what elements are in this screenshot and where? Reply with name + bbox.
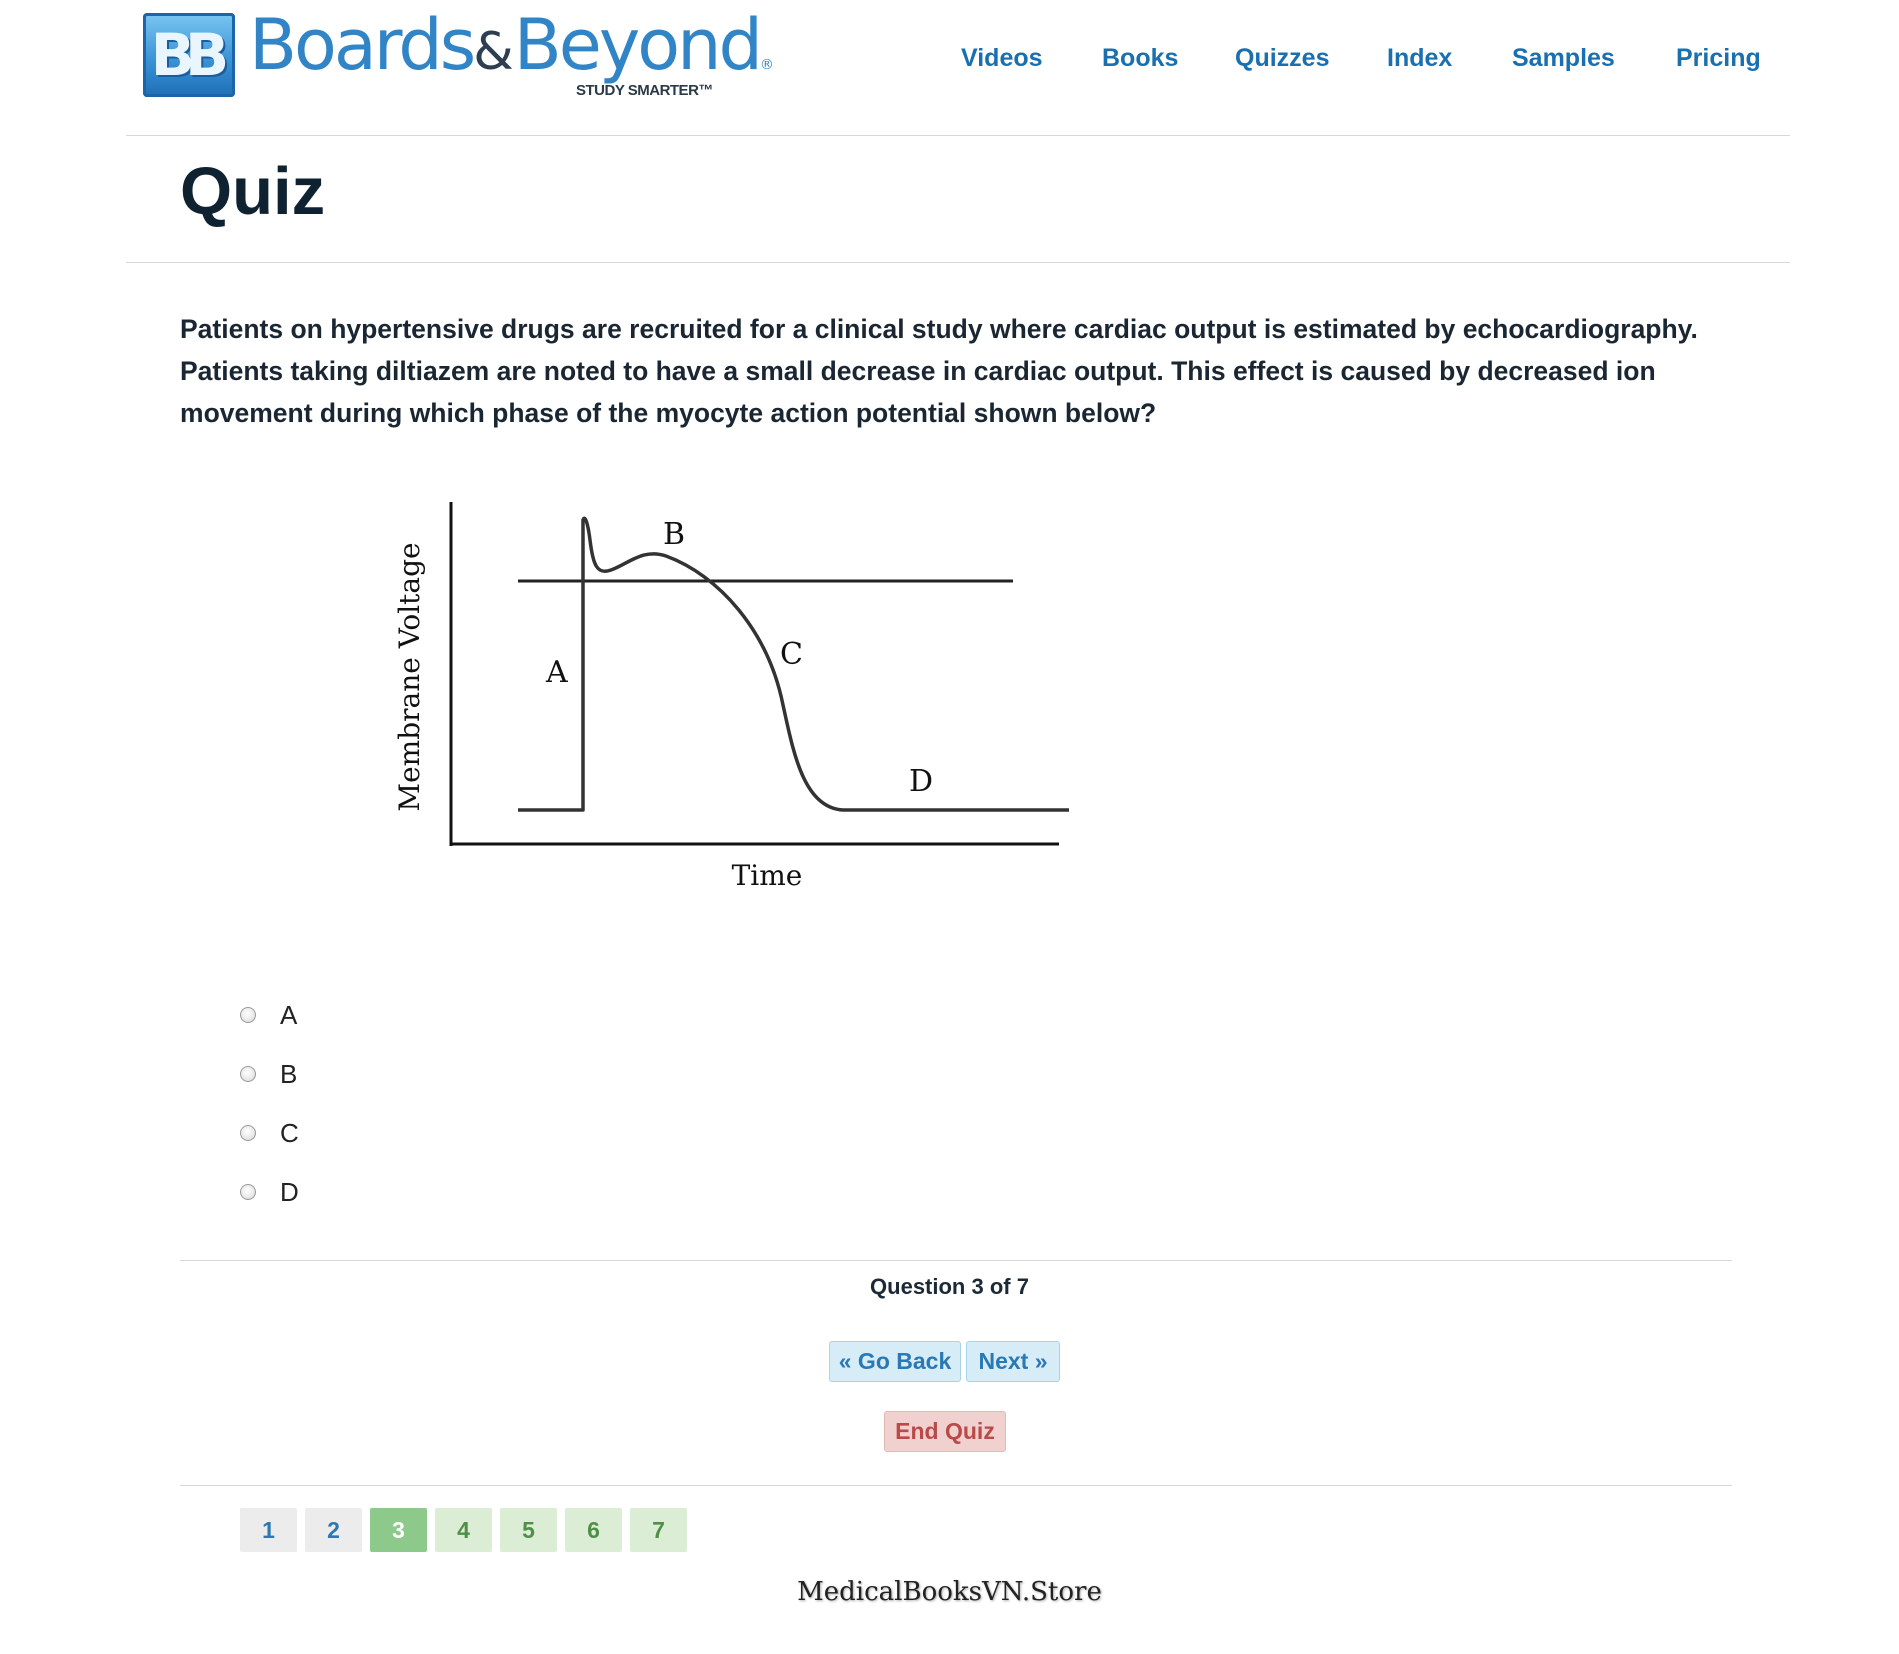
- title-divider: [126, 262, 1790, 263]
- nav-pricing[interactable]: Pricing: [1676, 44, 1761, 72]
- radio-button[interactable]: [240, 1007, 256, 1023]
- answer-option-a[interactable]: A: [240, 1000, 297, 1030]
- action-potential-curve: [518, 516, 1069, 812]
- question-text: Patients on hypertensive drugs are recru…: [180, 314, 1698, 428]
- logo-mark[interactable]: BB: [143, 13, 235, 97]
- logo-tagline: STUDY SMARTER™: [576, 82, 713, 99]
- answer-option-c[interactable]: C: [240, 1118, 299, 1148]
- go-back-button[interactable]: « Go Back: [829, 1341, 961, 1382]
- phase-label-b: B: [663, 517, 685, 552]
- page-link-1[interactable]: 1: [240, 1508, 297, 1552]
- logo-mark-text: BB: [150, 21, 229, 89]
- page-link-3-current[interactable]: 3: [370, 1508, 427, 1552]
- logo-amp: &: [473, 22, 514, 82]
- logo-word1: Boards: [249, 4, 476, 86]
- answer-option-label: D: [280, 1176, 299, 1207]
- answer-option-label: B: [280, 1058, 298, 1089]
- page-link-2[interactable]: 2: [305, 1508, 362, 1552]
- pagination-divider: [180, 1485, 1732, 1486]
- nav-samples[interactable]: Samples: [1512, 44, 1615, 72]
- nav-index[interactable]: Index: [1387, 44, 1453, 72]
- answer-option-label: A: [280, 999, 298, 1030]
- end-quiz-button[interactable]: End Quiz: [884, 1411, 1006, 1452]
- header-divider: [126, 135, 1790, 136]
- logo-reg: ®: [759, 57, 774, 73]
- radio-button[interactable]: [240, 1066, 256, 1082]
- question-counter: Question 3 of 7: [870, 1274, 1029, 1299]
- logo-word2: Beyond: [513, 4, 763, 86]
- page-link-7[interactable]: 7: [630, 1508, 687, 1552]
- phase-label-c: C: [780, 637, 803, 672]
- answer-option-d[interactable]: D: [240, 1177, 299, 1207]
- nav-books[interactable]: Books: [1102, 44, 1179, 72]
- page-link-5[interactable]: 5: [500, 1508, 557, 1552]
- next-button[interactable]: Next »: [966, 1341, 1060, 1382]
- y-axis-label: Membrane Voltage: [393, 542, 426, 811]
- action-potential-figure: A B C D Membrane Voltage Time: [393, 502, 1069, 892]
- nav-videos[interactable]: Videos: [961, 44, 1043, 72]
- x-axis-label: Time: [732, 859, 803, 892]
- nav-quizzes[interactable]: Quizzes: [1235, 44, 1330, 72]
- page-link-6[interactable]: 6: [565, 1508, 622, 1552]
- page-title: Quiz: [180, 154, 326, 229]
- phase-label-a: A: [545, 655, 568, 690]
- answer-option-label: C: [280, 1117, 299, 1148]
- options-divider: [180, 1260, 1732, 1261]
- watermark-text: MedicalBooksVN.Store: [797, 1577, 1102, 1607]
- answer-option-b[interactable]: B: [240, 1059, 297, 1089]
- logo-wordmark[interactable]: Boards&Beyond®: [249, 10, 774, 80]
- page-link-4[interactable]: 4: [435, 1508, 492, 1552]
- radio-button[interactable]: [240, 1125, 256, 1141]
- phase-label-d: D: [909, 764, 933, 799]
- radio-button[interactable]: [240, 1184, 256, 1200]
